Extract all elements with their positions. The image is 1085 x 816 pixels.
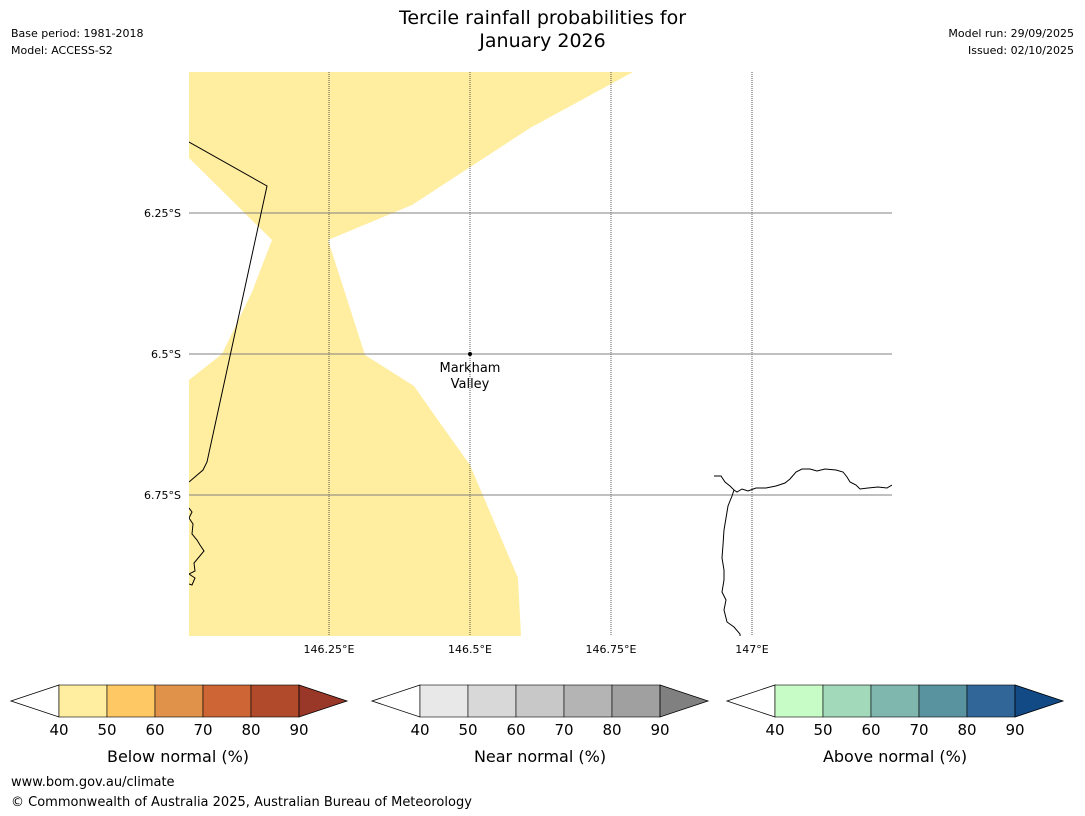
legend-tick-label: 60 <box>861 721 880 739</box>
legend-above-normal: Above normal (%) 40 50 60 70 80 90 <box>725 684 1065 766</box>
lat-label: 6.5°S <box>151 348 181 361</box>
legend-upper-extension <box>659 684 710 718</box>
legend-title: Below normal (%) <box>107 747 249 766</box>
lon-label: 146.5°E <box>448 643 492 656</box>
legend-tick-label: 80 <box>957 721 976 739</box>
footer-copyright: © Commonwealth of Australia 2025, Austra… <box>11 795 472 810</box>
legend-tick-label: 60 <box>145 721 164 739</box>
legend-tick-label: 70 <box>193 721 212 739</box>
place-name-line-2: Valley <box>451 377 490 392</box>
legend-color-box <box>563 684 613 718</box>
legend-color-box <box>515 684 565 718</box>
legend-color-box <box>467 684 517 718</box>
legend-color-box <box>154 684 204 718</box>
lon-label: 146.25°E <box>304 643 355 656</box>
legend-near-normal: Near normal (%) 40 50 60 70 80 90 <box>370 684 710 766</box>
legend-color-box <box>106 684 156 718</box>
legend-color-box <box>611 684 661 718</box>
lat-label: 6.75°S <box>144 489 181 502</box>
legend-tick-label: 40 <box>49 721 68 739</box>
legend-lower-extension <box>725 684 776 718</box>
model-text: Model: ACCESS-S2 <box>11 44 113 57</box>
legend-upper-extension <box>298 684 349 718</box>
place-marker <box>468 352 472 356</box>
legend-color-box <box>419 684 469 718</box>
legend-lower-extension <box>370 684 421 718</box>
legend-tick-label: 40 <box>410 721 429 739</box>
legend-tick-label: 80 <box>602 721 621 739</box>
header-right-info: Model run: 29/09/2025 Issued: 02/10/2025 <box>948 25 1074 59</box>
legend-tick-label: 70 <box>554 721 573 739</box>
legend-color-box <box>822 684 872 718</box>
legend-tick-label: 90 <box>1005 721 1024 739</box>
legend-below-normal: Below normal (%) 40 50 60 70 80 90 <box>9 684 349 766</box>
legend-tick-label: 60 <box>506 721 525 739</box>
title-line-1: Tercile rainfall probabilities for <box>398 7 687 29</box>
boundary-line <box>189 141 268 483</box>
map-panel <box>189 72 892 636</box>
legend-color-box <box>966 684 1016 718</box>
legend-color-box <box>202 684 252 718</box>
legend-title: Above normal (%) <box>823 747 967 766</box>
legend-tick-label: 50 <box>813 721 832 739</box>
footer-url: www.bom.gov.au/climate <box>11 775 175 790</box>
lat-label: 6.25°S <box>144 207 181 220</box>
legend-color-box <box>918 684 968 718</box>
legend-tick-label: 90 <box>650 721 669 739</box>
lon-label: 146.75°E <box>586 643 637 656</box>
legend-color-box <box>250 684 300 718</box>
header-left-info: Base period: 1981-2018 Model: ACCESS-S2 <box>11 25 143 59</box>
base-period-text: Base period: 1981-2018 <box>11 27 144 40</box>
legend-title: Near normal (%) <box>474 747 606 766</box>
legend-tick-label: 80 <box>241 721 260 739</box>
legend-tick-label: 50 <box>97 721 116 739</box>
legend-tick-label: 40 <box>765 721 784 739</box>
legend-tick-label: 90 <box>289 721 308 739</box>
issued-text: Issued: 02/10/2025 <box>967 44 1074 57</box>
coastline-east-south <box>721 489 741 636</box>
coastline-west <box>189 507 205 586</box>
legend-upper-extension <box>1014 684 1065 718</box>
legend-color-box <box>58 684 108 718</box>
page-title: Tercile rainfall probabilities for Janua… <box>0 7 1085 53</box>
model-run-text: Model run: 29/09/2025 <box>948 27 1074 40</box>
legend-color-box <box>870 684 920 718</box>
legend-tick-label: 70 <box>909 721 928 739</box>
legend-lower-extension <box>9 684 60 718</box>
lon-label: 147°E <box>735 643 768 656</box>
title-line-2: January 2026 <box>479 30 606 52</box>
coastline-east <box>714 468 892 493</box>
legend-color-box <box>774 684 824 718</box>
legend-tick-label: 50 <box>458 721 477 739</box>
place-name-line-1: Markham <box>440 361 501 376</box>
